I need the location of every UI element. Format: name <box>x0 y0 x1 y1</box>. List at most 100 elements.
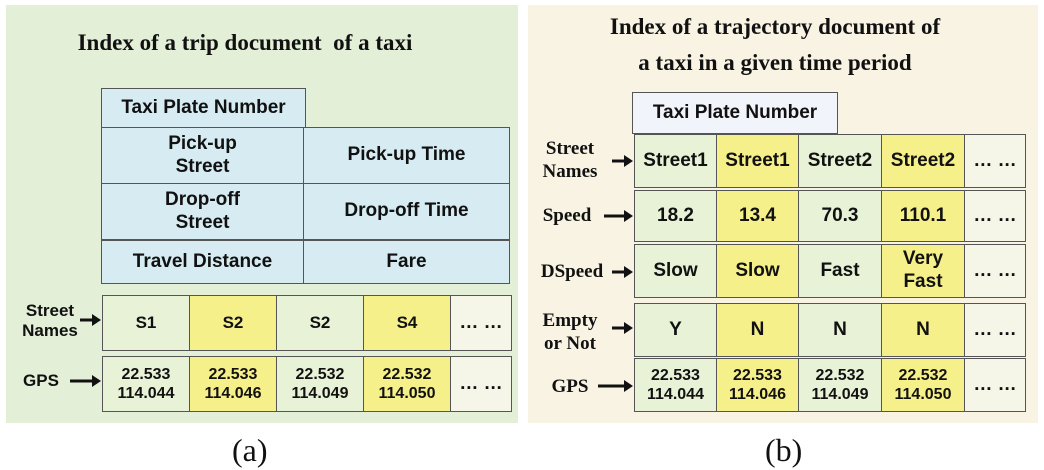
cell-text: S4 <box>396 312 418 332</box>
cell-text: … … <box>459 311 503 333</box>
table-cell: Street1 <box>716 134 799 188</box>
arrow-icon <box>598 380 633 392</box>
cell-text: S1 <box>135 312 157 332</box>
arrow-icon <box>604 210 633 222</box>
dropoff-time-label: Drop-off Time <box>344 200 469 222</box>
table-cell: Fast <box>798 244 882 298</box>
table-cell: Very Fast <box>881 244 965 298</box>
cell-text: 22.532 114.049 <box>811 366 869 403</box>
cell-text: 110.1 <box>899 204 947 226</box>
travel-distance-field: Travel Distance <box>101 240 304 284</box>
cell-text: … … <box>973 204 1017 226</box>
cell-text: 18.2 <box>657 204 694 226</box>
cell-text: 22.533 114.044 <box>647 366 704 403</box>
table-cell: S2 <box>189 295 277 351</box>
gps-label-a: GPS <box>23 371 59 390</box>
taxi-plate-number-b: Taxi Plate Number <box>632 92 838 134</box>
cell-text: … … <box>973 149 1017 171</box>
cell-text: Street1 <box>643 149 708 171</box>
cell-text: Street2 <box>890 149 956 171</box>
table-cell: 22.532 114.049 <box>798 358 882 412</box>
cell-text: Y <box>669 318 682 340</box>
cell-text: … … <box>459 372 503 394</box>
table-cell: 22.533 114.046 <box>189 356 277 412</box>
arrow-icon <box>70 375 101 387</box>
arrow-icon <box>80 314 101 326</box>
table-cell: 22.533 114.046 <box>716 358 799 412</box>
dropoff-street-field: Drop-off Street <box>101 183 304 240</box>
table-cell: 18.2 <box>634 190 717 242</box>
table-cell: 13.4 <box>716 190 799 242</box>
cell-text: … … <box>973 373 1017 395</box>
table-cell: 22.532 114.050 <box>363 356 451 412</box>
pickup-time-label: Pick-up Time <box>347 144 466 166</box>
cell-text: 22.532 114.050 <box>894 366 952 403</box>
arrow-icon <box>612 266 633 278</box>
cell-text: S2 <box>309 312 331 332</box>
table-cell: N <box>798 303 882 357</box>
cell-text: Slow <box>735 259 780 281</box>
table-cell: S4 <box>363 295 451 351</box>
table-cell: Street2 <box>881 134 965 188</box>
panel-b-title-line1: Index of a trajectory document of <box>609 14 941 39</box>
table-cell: Y <box>634 303 717 357</box>
cell-text: S2 <box>222 312 244 332</box>
cell-text: 13.4 <box>739 204 776 226</box>
table-cell: … … <box>450 356 512 412</box>
table-cell: S2 <box>276 295 364 351</box>
table-cell: … … <box>450 295 512 351</box>
table-cell: … … <box>964 190 1026 242</box>
speed-label: Speed <box>542 205 592 226</box>
cell-text: 22.532 114.049 <box>291 365 349 402</box>
table-cell: 22.532 114.049 <box>276 356 364 412</box>
table-cell: Street1 <box>634 134 717 188</box>
pickup-street-label: Pick-up Street <box>168 132 237 177</box>
street-names-label-b: Street Names <box>542 138 598 182</box>
pickup-time-field: Pick-up Time <box>303 127 510 184</box>
dspeed-label: DSpeed <box>540 261 604 282</box>
table-cell: Slow <box>634 244 717 298</box>
gps-label-b: GPS <box>551 376 589 397</box>
cell-text: 22.533 114.044 <box>117 365 175 402</box>
cell-text: 22.533 114.046 <box>729 366 786 403</box>
table-cell: … … <box>964 134 1026 188</box>
table-cell: … … <box>964 303 1026 357</box>
cell-text: … … <box>973 259 1017 281</box>
taxi-plate-number-a: Taxi Plate Number <box>101 88 306 128</box>
panel-b-title-line2: a taxi in a given time period <box>638 50 912 75</box>
arrow-icon <box>612 322 633 334</box>
table-cell: 22.533 114.044 <box>634 358 717 412</box>
dropoff-street-label: Drop-off Street <box>165 188 240 233</box>
table-cell: 22.532 114.050 <box>881 358 965 412</box>
table-cell: 110.1 <box>881 190 965 242</box>
table-cell: … … <box>964 358 1026 412</box>
cell-text: Slow <box>653 259 698 281</box>
panel-a-caption: (a) <box>232 432 268 468</box>
table-cell: … … <box>964 244 1026 298</box>
cell-text: 22.533 114.046 <box>204 365 262 402</box>
taxi-plate-number-a-label: Taxi Plate Number <box>121 96 286 118</box>
cell-text: Very Fast <box>902 248 944 292</box>
cell-text: N <box>750 318 765 340</box>
travel-distance-label: Travel Distance <box>132 250 273 272</box>
cell-text: Street1 <box>725 149 790 171</box>
cell-text: 22.532 114.050 <box>378 365 436 402</box>
cell-text: N <box>833 318 847 340</box>
table-cell: N <box>881 303 965 357</box>
taxi-plate-number-b-label: Taxi Plate Number <box>652 101 818 123</box>
arrow-icon <box>612 155 633 167</box>
empty-or-not-label: Empty or Not <box>542 310 598 354</box>
cell-text: Street2 <box>807 149 873 171</box>
table-cell: Slow <box>716 244 799 298</box>
table-cell: 70.3 <box>798 190 882 242</box>
cell-text: N <box>916 318 930 340</box>
dropoff-time-field: Drop-off Time <box>303 183 510 240</box>
table-cell: 22.533 114.044 <box>102 356 190 412</box>
table-cell: Street2 <box>798 134 882 188</box>
cell-text: … … <box>973 318 1017 340</box>
table-cell: N <box>716 303 799 357</box>
street-names-label-a: Street Names <box>22 301 78 341</box>
panel-a-title: Index of a trip document of a taxi <box>77 30 413 55</box>
cell-text: 70.3 <box>821 204 859 226</box>
pickup-street-field: Pick-up Street <box>101 127 304 184</box>
